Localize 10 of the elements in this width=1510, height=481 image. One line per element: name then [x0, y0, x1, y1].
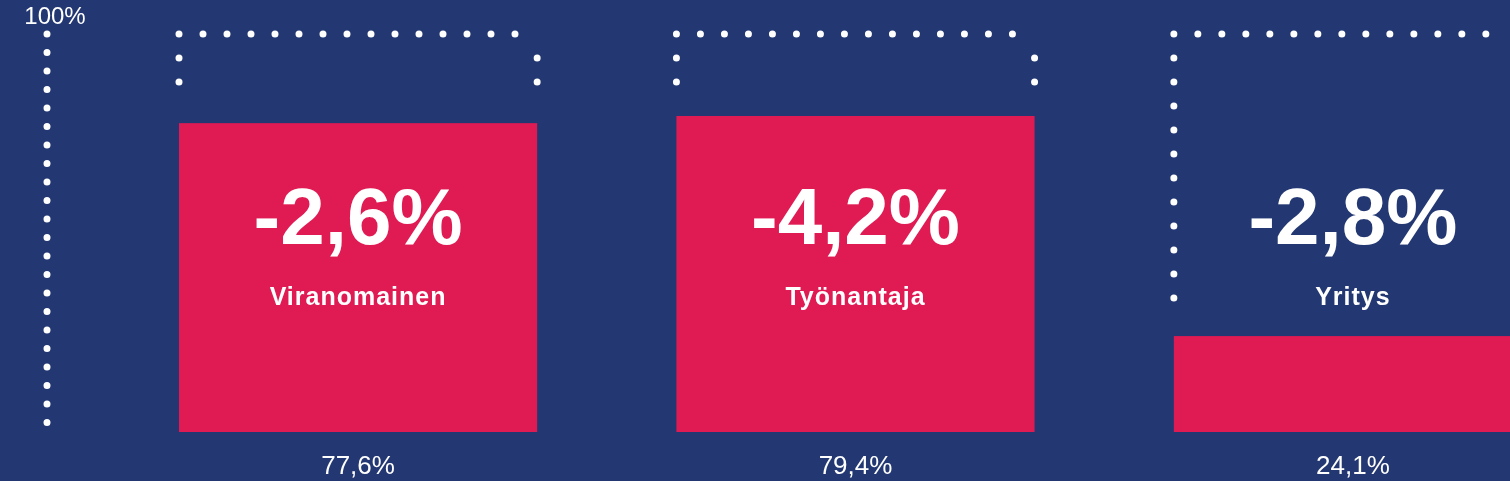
ref-line-label: 100% [24, 2, 86, 29]
x-tick-label: Työnantaja [785, 282, 926, 310]
data-label: 24,1% [1316, 450, 1390, 480]
annotation: -2,8% [1248, 172, 1458, 261]
x-tick-label: Viranomainen [269, 282, 447, 310]
data-label: 79,4% [818, 450, 893, 480]
x-tick-label: Yritys [1315, 282, 1391, 310]
data-label: 77,6% [321, 450, 395, 480]
annotation: -4,2% [751, 172, 960, 261]
annotation: -2,6% [253, 172, 463, 261]
